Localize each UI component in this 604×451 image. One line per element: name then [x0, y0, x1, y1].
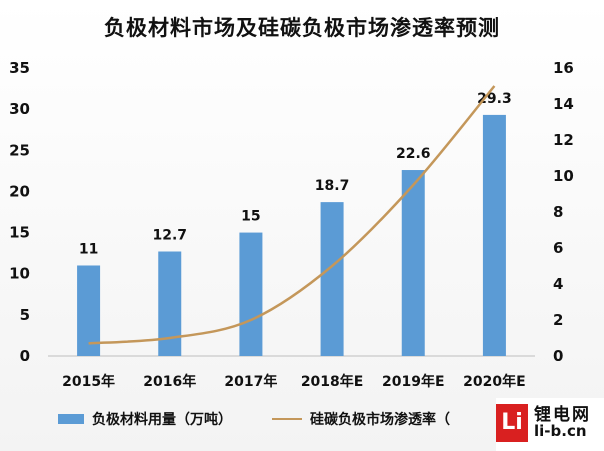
right-tick-label: 4 [553, 275, 563, 293]
right-tick-label: 14 [553, 95, 574, 113]
data-label: 18.7 [315, 178, 350, 194]
left-tick-label: 5 [20, 306, 30, 324]
left-axis: 0 5 10 15 20 25 30 35 [9, 59, 30, 365]
logo-name: 锂电网 [534, 405, 591, 425]
left-tick-label: 35 [9, 59, 30, 77]
x-tick-label: 2018年E [301, 373, 364, 390]
data-label: 12.7 [152, 227, 187, 243]
legend-line-swatch [272, 418, 302, 420]
left-tick-label: 25 [9, 141, 30, 159]
x-tick-label: 2015年 [62, 373, 115, 390]
x-axis: 2015年 2016年 2017年 2018年E 2019年E 2020年E [48, 355, 535, 390]
x-tick-label: 2019年E [382, 373, 445, 390]
data-label: 29.3 [477, 91, 512, 107]
right-tick-label: 12 [553, 131, 574, 149]
legend-bar-label: 负极材料用量（万吨） [92, 412, 232, 428]
right-tick-label: 8 [553, 203, 563, 221]
right-tick-label: 2 [553, 311, 563, 329]
logo-badge: Li [496, 404, 528, 442]
logo-url: li-b.cn [534, 422, 587, 440]
bar-series [77, 114, 506, 356]
right-axis: 0 2 4 6 8 10 12 14 16 [553, 59, 574, 365]
legend: 负极材料用量（万吨） 硅碳负极市场渗透率（ [58, 408, 450, 430]
x-tick-label: 2020年E [463, 373, 526, 390]
bar [77, 265, 101, 356]
left-tick-label: 15 [9, 224, 30, 242]
bar [158, 251, 182, 356]
bar [482, 114, 506, 356]
bar [239, 232, 263, 356]
line-path [88, 85, 496, 345]
right-tick-label: 0 [553, 347, 563, 365]
data-label: 22.6 [396, 146, 431, 162]
x-tick-label: 2016年 [143, 373, 196, 390]
right-tick-label: 10 [553, 167, 574, 185]
data-label: 11 [79, 241, 98, 257]
left-tick-label: 0 [20, 347, 30, 365]
x-tick-label: 2017年 [224, 373, 277, 390]
line-series [88, 85, 496, 345]
left-tick-label: 30 [9, 100, 30, 118]
watermark-logo: Li 锂电网 li-b.cn [496, 398, 604, 451]
chart-title: 负极材料市场及硅碳负极市场渗透率预测 [104, 16, 500, 40]
data-labels: 11 12.7 15 18.7 22.6 29.3 [79, 91, 512, 258]
right-tick-label: 16 [553, 59, 574, 77]
right-tick-label: 6 [553, 239, 563, 257]
left-tick-label: 20 [9, 182, 30, 200]
legend-line-label: 硅碳负极市场渗透率（ [310, 412, 450, 428]
legend-bar-swatch [58, 414, 84, 424]
bar [320, 202, 344, 356]
left-tick-label: 10 [9, 265, 30, 283]
data-label: 15 [241, 209, 260, 225]
bar [401, 170, 425, 356]
